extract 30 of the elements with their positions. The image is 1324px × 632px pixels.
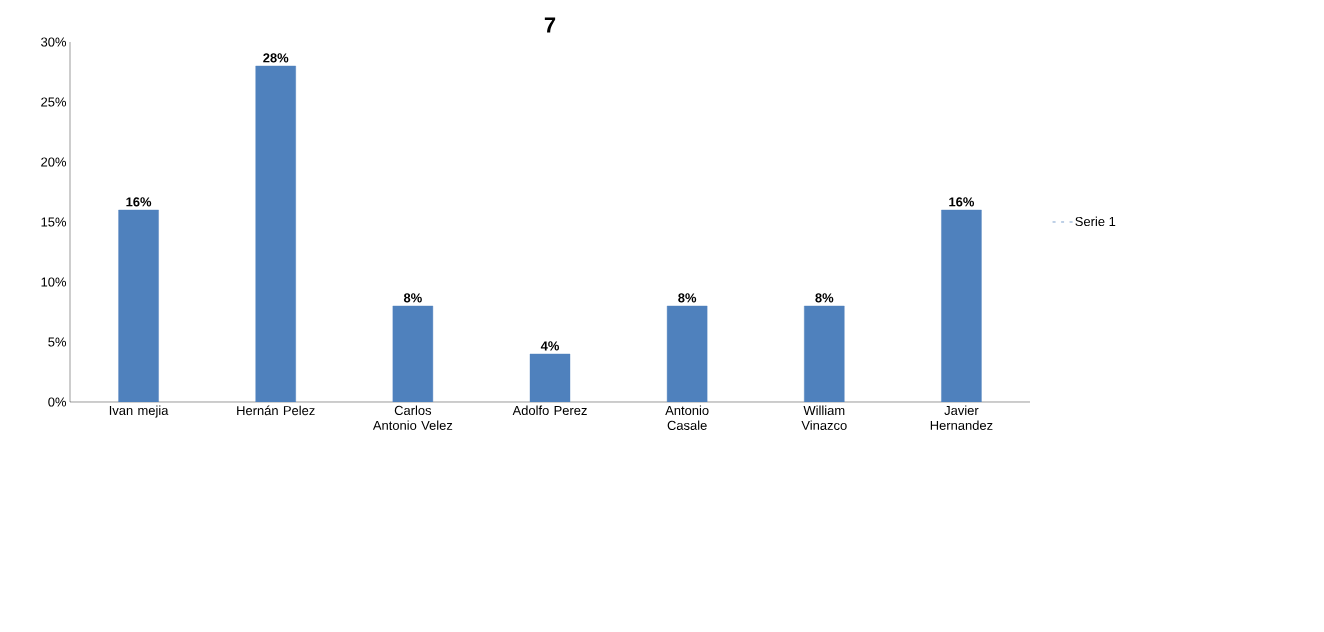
y-tick-label: 25%: [41, 97, 67, 107]
bar: [118, 209, 159, 402]
data-label: 8%: [678, 293, 697, 303]
y-tick-label: 10%: [41, 277, 67, 287]
data-label: 8%: [403, 293, 422, 303]
chart-title: 7: [544, 17, 556, 33]
legend-label: Serie 1: [1075, 216, 1116, 227]
y-tick-label: 20%: [41, 157, 67, 167]
y-tick-label: 30%: [41, 37, 67, 47]
x-tick-label: Antonio Casale: [665, 405, 709, 430]
x-tick-label: William Vinazco: [801, 405, 847, 430]
bar: [392, 305, 434, 402]
y-tick-label: 0%: [48, 397, 67, 407]
data-label: 8%: [815, 293, 834, 303]
data-label: 16%: [949, 197, 975, 207]
bar: [666, 305, 708, 402]
x-tick-label: Javier Hernandez: [930, 405, 993, 430]
x-tick-label: Carlos Antonio Velez: [372, 405, 453, 430]
data-label: 4%: [540, 341, 560, 351]
y-tick-label: 5%: [48, 337, 67, 347]
bar: [255, 65, 296, 402]
y-tick-label: 15%: [41, 217, 67, 227]
data-label: 28%: [263, 53, 289, 63]
data-label: 16%: [126, 197, 152, 207]
x-tick-label: Adolfo Perez: [512, 405, 587, 416]
x-tick-label: Ivan mejia: [109, 405, 169, 418]
bar: [529, 353, 571, 402]
bar: [804, 305, 845, 402]
bar: [941, 209, 982, 402]
x-tick-label: Hernán Pelez: [237, 405, 315, 416]
